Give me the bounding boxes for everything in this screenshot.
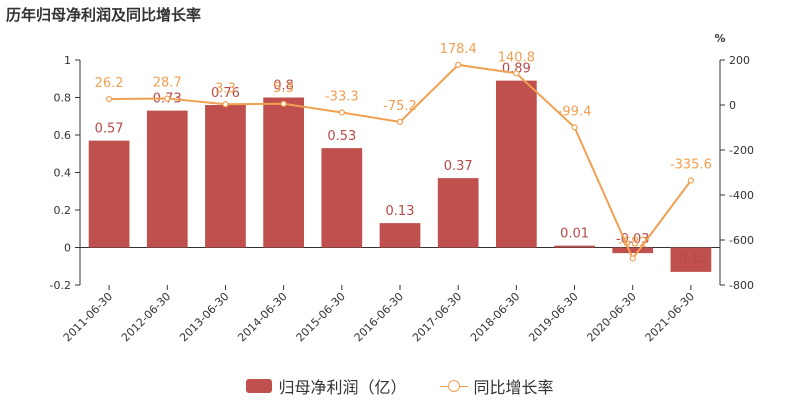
growth-point-2013-06-30 bbox=[222, 101, 229, 108]
left-tick-label: 0.4 bbox=[54, 167, 72, 180]
left-tick-label: 0.6 bbox=[54, 129, 72, 142]
bar-value-label: 0.37 bbox=[444, 159, 473, 174]
left-tick-label: 1 bbox=[64, 54, 71, 67]
growth-value-label: -75.2 bbox=[383, 99, 417, 114]
right-tick-label: -600 bbox=[729, 234, 754, 247]
legend: 归母净利润（亿） 同比增长率 bbox=[0, 374, 800, 398]
growth-value-label: -99.4 bbox=[558, 104, 592, 119]
right-tick-label: -200 bbox=[729, 144, 754, 157]
bar-value-label: -0.13 bbox=[674, 251, 708, 266]
bar-2019-06-30 bbox=[554, 245, 595, 248]
growth-point-2019-06-30 bbox=[571, 124, 578, 131]
x-tick-label: 2015-06-30 bbox=[294, 290, 348, 344]
bar-value-label: 0.53 bbox=[327, 129, 356, 144]
left-tick-label: 0 bbox=[64, 242, 71, 255]
growth-line bbox=[105, 61, 695, 262]
bar-2017-06-30 bbox=[437, 178, 479, 248]
bar-value-label: 0.13 bbox=[386, 204, 415, 219]
growth-value-label: -682 bbox=[618, 235, 648, 250]
bar-2012-06-30 bbox=[146, 110, 188, 248]
bar-2020-06-30 bbox=[612, 247, 654, 254]
bar-value-label: 0.8 bbox=[273, 79, 294, 94]
legend-item-profit[interactable]: 归母净利润（亿） bbox=[246, 374, 406, 398]
x-tick-label: 2018-06-30 bbox=[468, 290, 522, 344]
right-tick-label: 0 bbox=[729, 99, 736, 112]
growth-value-label: 28.7 bbox=[153, 76, 182, 91]
chart-title: 历年归母净利润及同比增长率 bbox=[6, 6, 202, 24]
left-tick-label: -0.2 bbox=[50, 279, 71, 292]
x-tick-label: 2013-06-30 bbox=[177, 290, 231, 344]
bar-2021-06-30 bbox=[670, 247, 712, 272]
x-tick-label: 2021-06-30 bbox=[643, 290, 697, 344]
legend-item-growth[interactable]: 同比增长率 bbox=[439, 374, 554, 398]
growth-point-2021-06-30 bbox=[687, 177, 695, 184]
left-tick-label: 0.2 bbox=[54, 204, 72, 217]
x-tick-label: 2020-06-30 bbox=[584, 290, 638, 344]
legend-line-swatch bbox=[439, 379, 468, 393]
growth-point-2017-06-30 bbox=[455, 61, 462, 68]
bar-2013-06-30 bbox=[205, 105, 246, 248]
growth-value-label: 178.4 bbox=[440, 42, 477, 57]
right-axis-unit: % bbox=[714, 32, 725, 45]
bar-value-label: 0.76 bbox=[211, 86, 240, 101]
growth-point-2012-06-30 bbox=[164, 95, 171, 102]
bar-value-label: -0.03 bbox=[616, 232, 650, 247]
bar-value-label: 0.01 bbox=[560, 227, 589, 242]
x-tick-label: 2017-06-30 bbox=[410, 290, 464, 344]
growth-value-label: 3.3 bbox=[215, 81, 236, 96]
growth-point-2014-06-30 bbox=[280, 100, 287, 107]
growth-value-label: 140.8 bbox=[498, 50, 535, 65]
x-tick-label: 2011-06-30 bbox=[61, 290, 115, 344]
growth-value-label: 26.2 bbox=[95, 76, 124, 91]
growth-point-2011-06-30 bbox=[105, 96, 113, 103]
bar-value-label: 0.57 bbox=[95, 122, 124, 137]
left-tick-label: 0.8 bbox=[54, 92, 72, 105]
bars bbox=[88, 80, 712, 272]
right-tick-label: -800 bbox=[729, 279, 754, 292]
bar-2015-06-30 bbox=[321, 148, 363, 248]
right-tick-label: -400 bbox=[729, 189, 754, 202]
x-tick-label: 2012-06-30 bbox=[119, 290, 173, 344]
bar-line-chart: -0.200.20.40.60.81-800-600-400-2000200% … bbox=[50, 32, 754, 344]
growth-labels: 26.2 28.7 3.3 5.3 -33.3 -75.2 178.4 140.8 -99.4 -… bbox=[95, 42, 712, 251]
bar-2016-06-30 bbox=[379, 223, 421, 248]
legend-label-growth: 同比增长率 bbox=[473, 378, 554, 397]
bar-2011-06-30 bbox=[88, 140, 130, 248]
growth-value-label: -335.6 bbox=[670, 158, 712, 173]
growth-value-label: -33.3 bbox=[325, 89, 359, 104]
growth-point-2018-06-30 bbox=[513, 70, 520, 77]
bar-2018-06-30 bbox=[496, 80, 537, 248]
right-tick-label: 200 bbox=[729, 54, 750, 67]
growth-point-2016-06-30 bbox=[396, 118, 404, 126]
x-tick-label: 2016-06-30 bbox=[352, 290, 406, 344]
x-ticks: 2011-06-30 2012-06-30 2013-06-30 2014-06-30… bbox=[61, 285, 697, 344]
bar-2014-06-30 bbox=[263, 97, 304, 248]
x-tick-label: 2019-06-30 bbox=[526, 290, 580, 344]
bar-labels: 0.570.730.760.80.530.130.370.890.01-0.03… bbox=[95, 62, 708, 266]
legend-bar-swatch bbox=[246, 379, 273, 393]
x-tick-label: 2014-06-30 bbox=[235, 290, 289, 344]
growth-point-2020-06-30 bbox=[629, 255, 636, 262]
legend-label-profit: 归母净利润（亿） bbox=[278, 378, 407, 397]
growth-point-2015-06-30 bbox=[338, 109, 345, 116]
growth-value-label: 5.3 bbox=[273, 81, 294, 96]
